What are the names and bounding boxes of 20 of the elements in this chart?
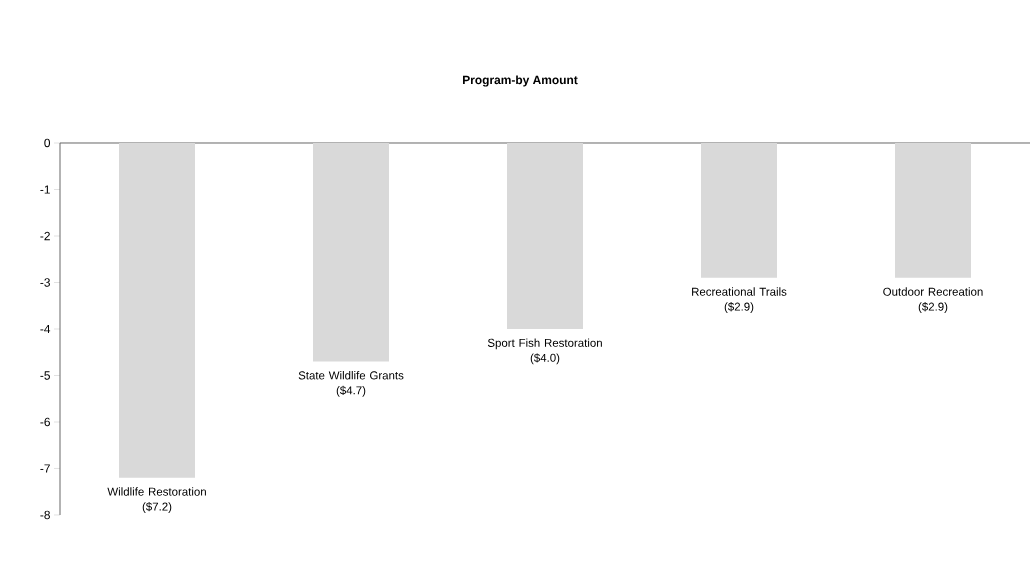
data-label: ($7.2) bbox=[142, 502, 172, 513]
y-tick-label: -3 bbox=[40, 278, 50, 287]
data-label: ($4.0) bbox=[530, 353, 560, 365]
data-label: ($4.7) bbox=[336, 385, 366, 397]
y-tick-label: -7 bbox=[40, 464, 50, 473]
y-tick-label: -1 bbox=[40, 185, 50, 194]
x-tick-label: State Wildlife Grants bbox=[298, 371, 404, 380]
y-tick-label: -5 bbox=[40, 371, 50, 380]
x-tick-label: Outdoor Recreation bbox=[883, 287, 983, 296]
y-tick-label: -8 bbox=[40, 510, 50, 520]
chart-title: Program-by Amount bbox=[463, 75, 578, 87]
x-tick-label: Wildlife Restoration bbox=[107, 487, 206, 496]
y-tick-label: -4 bbox=[40, 324, 51, 334]
y-tick-label: -2 bbox=[40, 231, 50, 241]
data-label: ($2.9) bbox=[724, 302, 754, 313]
y-tick-label: -6 bbox=[40, 417, 50, 427]
x-tick-label: Recreational Trails bbox=[692, 287, 787, 296]
data-label: ($2.9) bbox=[918, 302, 948, 313]
x-tick-label: Sport Fish Restoration bbox=[487, 338, 602, 350]
y-tick-label: 0 bbox=[44, 138, 51, 148]
